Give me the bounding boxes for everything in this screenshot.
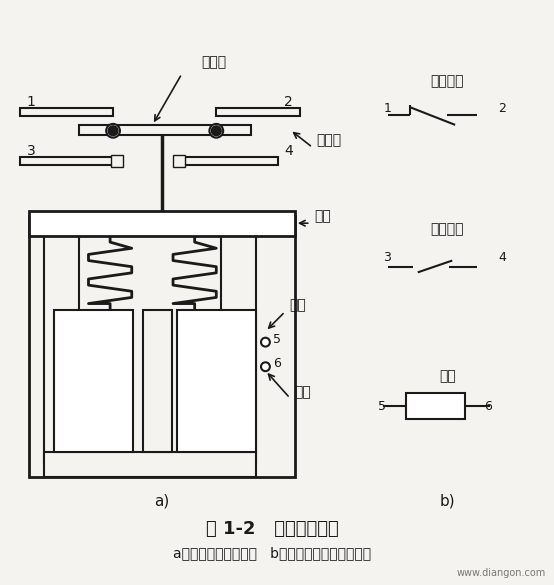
Text: 常闭触点: 常闭触点 xyxy=(430,75,464,88)
Bar xyxy=(44,452,255,477)
Text: 2: 2 xyxy=(284,95,293,109)
Bar xyxy=(142,309,172,452)
Bar xyxy=(111,156,123,167)
Circle shape xyxy=(261,362,270,371)
Text: 5: 5 xyxy=(378,400,387,412)
Bar xyxy=(19,108,113,116)
Text: 6: 6 xyxy=(273,357,281,370)
Bar xyxy=(216,108,300,116)
Text: 图 1-2   继电器示意图: 图 1-2 继电器示意图 xyxy=(206,520,338,538)
Bar xyxy=(19,157,113,165)
Bar xyxy=(54,309,133,452)
Bar xyxy=(177,309,255,452)
Circle shape xyxy=(261,338,270,346)
Circle shape xyxy=(106,124,120,137)
Text: 1: 1 xyxy=(383,102,391,115)
Bar xyxy=(29,211,295,236)
Bar xyxy=(221,226,255,462)
Text: 线圈: 线圈 xyxy=(439,370,456,384)
Text: 5: 5 xyxy=(273,333,281,346)
Text: 3: 3 xyxy=(383,251,391,264)
Bar xyxy=(173,156,185,167)
Text: a）继电器结构示意图   b）继电器组成的电路符号: a）继电器结构示意图 b）继电器组成的电路符号 xyxy=(173,546,371,560)
Text: a): a) xyxy=(155,494,170,509)
Text: 4: 4 xyxy=(499,251,506,264)
Text: 2: 2 xyxy=(499,102,506,115)
Text: www.diangon.com: www.diangon.com xyxy=(456,568,546,578)
Bar xyxy=(44,226,79,462)
Text: 4: 4 xyxy=(284,144,293,159)
Circle shape xyxy=(212,126,221,136)
Text: 衔铁: 衔铁 xyxy=(315,209,331,223)
Circle shape xyxy=(209,124,223,137)
Circle shape xyxy=(108,126,118,136)
Bar xyxy=(29,216,295,477)
Bar xyxy=(185,157,278,165)
Text: 6: 6 xyxy=(484,400,491,412)
Text: 3: 3 xyxy=(27,144,35,159)
Text: b): b) xyxy=(439,494,455,509)
Bar xyxy=(79,125,251,135)
Text: 1: 1 xyxy=(27,95,35,109)
Text: 常开触点: 常开触点 xyxy=(430,222,464,236)
Text: 动触点: 动触点 xyxy=(202,55,227,69)
Text: 静触点: 静触点 xyxy=(316,133,342,147)
Text: 线圈: 线圈 xyxy=(294,386,311,400)
Text: 铁心: 铁心 xyxy=(289,298,306,312)
Bar xyxy=(406,393,465,419)
